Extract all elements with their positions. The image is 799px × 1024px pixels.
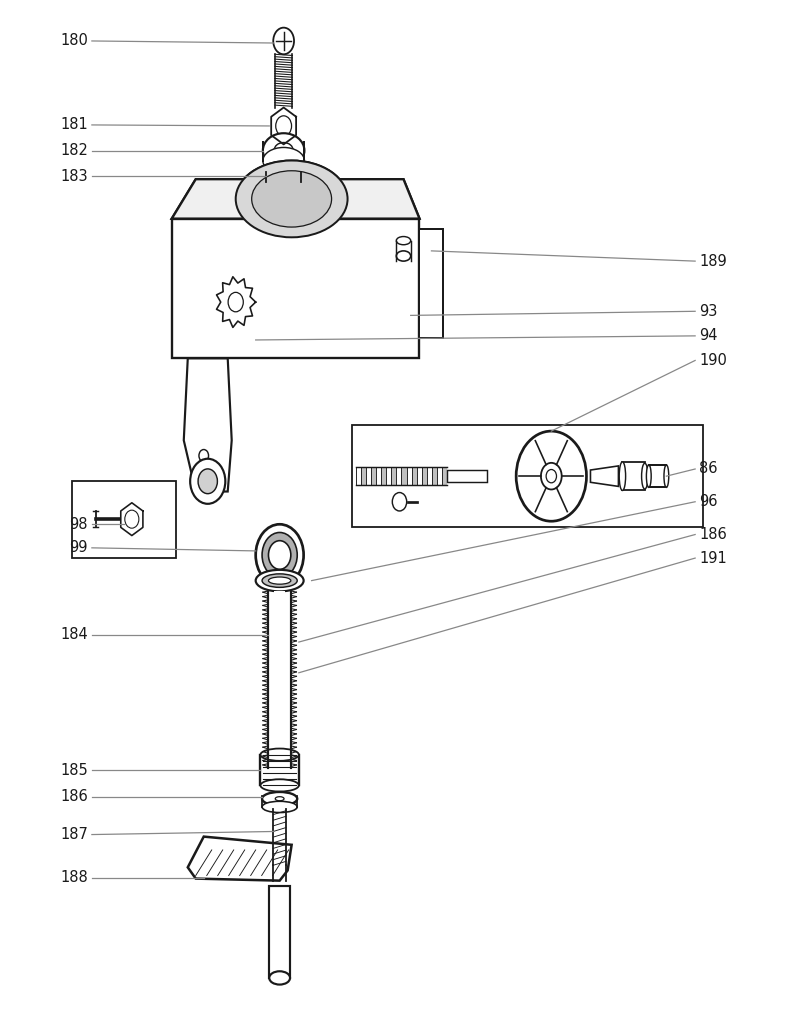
Bar <box>447 470 487 482</box>
Circle shape <box>268 541 291 569</box>
Polygon shape <box>386 467 392 485</box>
Circle shape <box>547 470 556 483</box>
Polygon shape <box>590 466 618 486</box>
Text: 191: 191 <box>699 551 727 565</box>
Circle shape <box>199 450 209 462</box>
Polygon shape <box>376 467 381 485</box>
Circle shape <box>190 459 225 504</box>
Polygon shape <box>411 467 417 485</box>
Polygon shape <box>419 229 443 338</box>
Ellipse shape <box>236 161 348 238</box>
Text: 86: 86 <box>699 462 718 476</box>
Ellipse shape <box>252 171 332 227</box>
Text: 185: 185 <box>60 763 88 777</box>
Text: 188: 188 <box>60 870 88 885</box>
Text: 93: 93 <box>699 304 718 318</box>
Polygon shape <box>172 179 419 219</box>
Text: 183: 183 <box>60 169 88 183</box>
Polygon shape <box>402 467 407 485</box>
Text: 186: 186 <box>699 527 727 542</box>
Ellipse shape <box>262 801 297 813</box>
Polygon shape <box>417 467 422 485</box>
Ellipse shape <box>262 573 297 588</box>
Text: 94: 94 <box>699 329 718 343</box>
Bar <box>269 886 290 978</box>
Ellipse shape <box>642 463 648 489</box>
Ellipse shape <box>619 462 626 490</box>
Polygon shape <box>422 467 427 485</box>
Ellipse shape <box>274 142 293 159</box>
Ellipse shape <box>266 164 301 188</box>
Polygon shape <box>407 467 411 485</box>
Polygon shape <box>188 837 292 881</box>
Polygon shape <box>352 425 703 527</box>
Polygon shape <box>437 467 443 485</box>
Circle shape <box>392 493 407 511</box>
Circle shape <box>256 524 304 586</box>
Circle shape <box>125 510 139 528</box>
Bar <box>622 462 645 490</box>
Text: 184: 184 <box>60 628 88 642</box>
Text: 180: 180 <box>60 34 88 48</box>
Bar <box>274 591 285 768</box>
Ellipse shape <box>252 171 332 227</box>
Polygon shape <box>371 467 376 485</box>
Circle shape <box>541 463 562 489</box>
Text: 98: 98 <box>70 517 88 531</box>
Polygon shape <box>360 467 366 485</box>
Ellipse shape <box>664 465 669 487</box>
Ellipse shape <box>646 465 651 487</box>
Text: 190: 190 <box>699 353 727 368</box>
Circle shape <box>229 293 243 311</box>
Text: 182: 182 <box>60 143 88 158</box>
Ellipse shape <box>268 578 291 584</box>
Ellipse shape <box>263 133 304 168</box>
Text: 181: 181 <box>60 118 88 132</box>
Ellipse shape <box>260 749 299 761</box>
Text: 189: 189 <box>699 254 727 268</box>
Polygon shape <box>184 358 232 492</box>
Circle shape <box>273 28 294 54</box>
Circle shape <box>276 116 292 136</box>
Polygon shape <box>356 467 360 485</box>
Ellipse shape <box>276 171 292 181</box>
Ellipse shape <box>396 237 411 245</box>
Ellipse shape <box>269 971 290 985</box>
Ellipse shape <box>275 797 284 801</box>
Polygon shape <box>396 467 402 485</box>
Ellipse shape <box>263 147 304 174</box>
Circle shape <box>262 532 297 578</box>
Polygon shape <box>172 179 419 219</box>
Bar <box>649 465 666 487</box>
Circle shape <box>198 469 217 494</box>
Ellipse shape <box>262 792 297 806</box>
Polygon shape <box>381 467 386 485</box>
Polygon shape <box>443 467 447 485</box>
Polygon shape <box>172 219 419 358</box>
Text: 96: 96 <box>699 495 718 509</box>
Circle shape <box>199 470 209 482</box>
Polygon shape <box>432 467 437 485</box>
Text: 99: 99 <box>70 541 88 555</box>
Ellipse shape <box>396 251 411 261</box>
Text: 187: 187 <box>60 827 88 842</box>
Ellipse shape <box>260 779 299 792</box>
Circle shape <box>516 431 586 521</box>
Polygon shape <box>427 467 432 485</box>
Text: 186: 186 <box>60 790 88 804</box>
Bar <box>260 755 299 785</box>
Polygon shape <box>366 467 371 485</box>
Bar <box>72 481 176 558</box>
Ellipse shape <box>256 569 304 592</box>
Polygon shape <box>392 467 396 485</box>
Ellipse shape <box>236 161 348 238</box>
